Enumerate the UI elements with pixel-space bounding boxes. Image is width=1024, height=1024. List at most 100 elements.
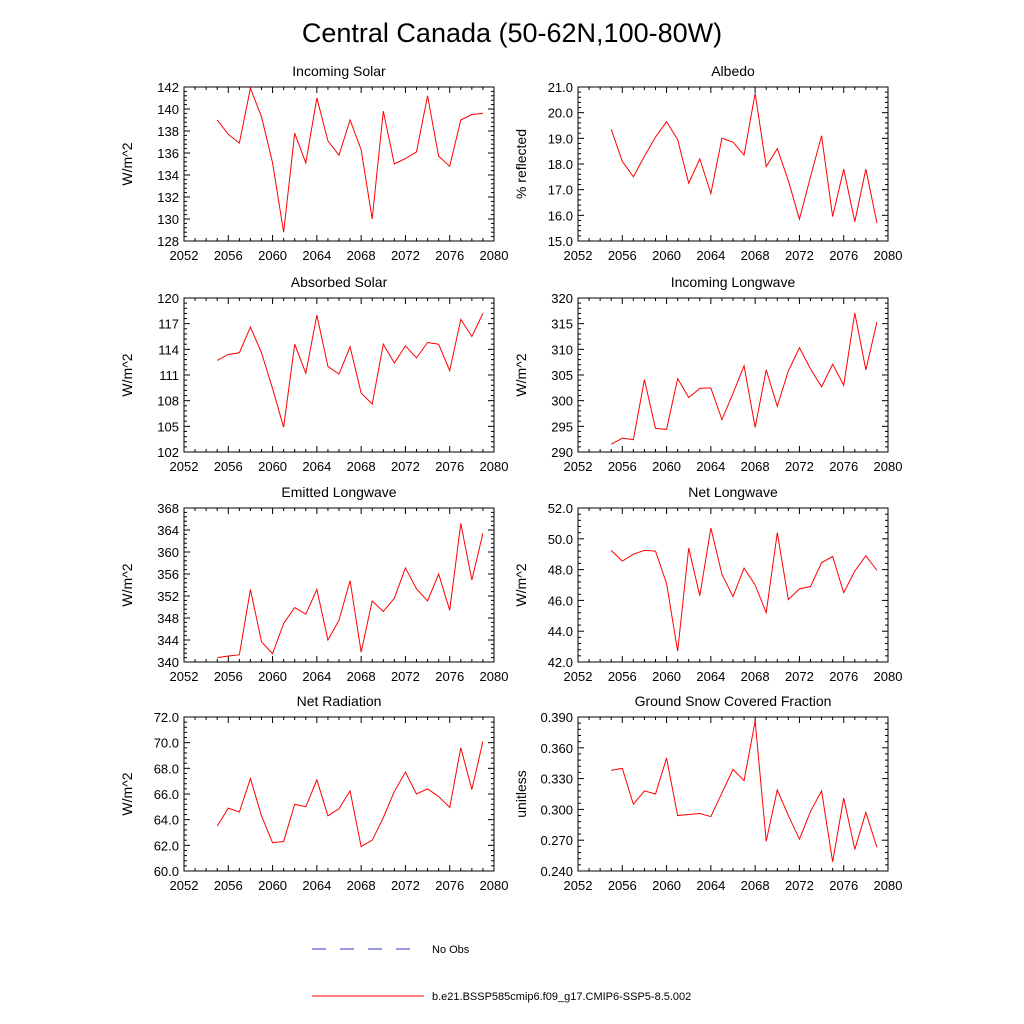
x-tick-label: 2052	[170, 878, 199, 893]
y-tick-label: 15.0	[548, 234, 573, 249]
x-tick-label: 2060	[652, 459, 681, 474]
y-tick-label: 134	[157, 168, 179, 183]
y-tick-label: 102	[157, 445, 179, 460]
y-tick-label: 50.0	[548, 532, 573, 547]
legend-label-model: b.e21.BSSP585cmip6.f09_g17.CMIP6-SSP5-8.…	[432, 991, 691, 1003]
y-tick-label: 0.390	[540, 710, 573, 725]
y-tick-label: 120	[157, 291, 179, 306]
x-tick-label: 2056	[214, 459, 243, 474]
y-tick-label: 290	[551, 445, 573, 460]
x-tick-label: 2076	[435, 459, 464, 474]
panel-title: Albedo	[711, 63, 755, 79]
y-tick-label: 0.270	[540, 833, 573, 848]
panel-ground-snow-covered-fraction: Ground Snow Covered Fraction unitless 2052…	[513, 693, 902, 893]
x-tick-label: 2052	[564, 669, 593, 684]
x-tick-label: 2060	[652, 248, 681, 263]
series-line	[610, 312, 878, 445]
x-tick-label: 2080	[480, 669, 509, 684]
x-tick-label: 2052	[564, 878, 593, 893]
panel-title: Incoming Solar	[292, 63, 386, 79]
panel-title: Emitted Longwave	[281, 484, 396, 500]
x-tick-label: 2056	[608, 248, 637, 263]
y-tick-label: 117	[158, 317, 179, 332]
panel-title: Net Longwave	[688, 484, 778, 500]
legend-label-no-obs: No Obs	[432, 944, 470, 956]
x-tick-label: 2060	[652, 669, 681, 684]
y-tick-label: 130	[157, 212, 179, 227]
plot-frame	[577, 297, 889, 453]
y-tick-label: 16.0	[548, 208, 573, 223]
y-axis-label: W/m^2	[513, 563, 529, 606]
y-tick-label: 142	[157, 80, 179, 95]
x-tick-label: 2060	[652, 878, 681, 893]
y-tick-label: 70.0	[154, 736, 179, 751]
x-tick-label: 2072	[785, 248, 814, 263]
x-tick-label: 2076	[829, 878, 858, 893]
series-line	[610, 527, 878, 652]
y-tick-label: 0.240	[540, 864, 573, 879]
figure-title: Central Canada (50-62N,100-80W)	[302, 18, 722, 48]
y-tick-label: 0.300	[540, 802, 573, 817]
y-tick-label: 60.0	[154, 864, 179, 879]
plot-frame	[183, 507, 495, 663]
x-tick-label: 2064	[696, 459, 725, 474]
series-line	[611, 721, 878, 862]
y-tick-label: 111	[159, 368, 179, 383]
x-tick-label: 2064	[696, 669, 725, 684]
x-tick-label: 2072	[785, 669, 814, 684]
y-axis-label: W/m^2	[119, 563, 135, 606]
y-tick-label: 46.0	[548, 593, 573, 608]
x-tick-label: 2052	[170, 248, 199, 263]
x-tick-label: 2076	[829, 459, 858, 474]
x-tick-label: 2056	[214, 248, 243, 263]
y-tick-label: 44.0	[548, 624, 573, 639]
x-tick-label: 2068	[347, 878, 376, 893]
y-tick-label: 352	[157, 589, 179, 604]
y-tick-label: 62.0	[154, 838, 179, 853]
x-tick-label: 2056	[608, 669, 637, 684]
x-tick-label: 2068	[741, 669, 770, 684]
x-tick-label: 2052	[564, 248, 593, 263]
plot-frame	[577, 716, 889, 872]
y-axis-label: unitless	[513, 770, 529, 817]
y-tick-label: 320	[551, 291, 573, 306]
y-tick-label: 19.0	[548, 131, 573, 146]
x-tick-label: 2052	[170, 459, 199, 474]
x-tick-label: 2072	[391, 248, 420, 263]
y-tick-label: 356	[157, 567, 179, 582]
x-tick-label: 2080	[480, 878, 509, 893]
x-tick-label: 2064	[302, 248, 331, 263]
legend: No Obs b.e21.BSSP585cmip6.f09_g17.CMIP6-…	[312, 944, 691, 1003]
plot-frame	[183, 297, 495, 453]
y-axis-label: % reflected	[513, 129, 529, 199]
x-tick-label: 2064	[302, 669, 331, 684]
x-tick-label: 2076	[435, 248, 464, 263]
x-tick-label: 2080	[874, 878, 903, 893]
x-tick-label: 2064	[696, 878, 725, 893]
x-tick-label: 2060	[258, 459, 287, 474]
x-tick-label: 2052	[564, 459, 593, 474]
x-tick-label: 2068	[741, 878, 770, 893]
x-tick-label: 2068	[347, 459, 376, 474]
y-axis-label: W/m^2	[119, 142, 135, 185]
y-tick-label: 114	[158, 342, 179, 357]
x-tick-label: 2064	[302, 878, 331, 893]
y-tick-label: 108	[157, 394, 179, 409]
y-tick-label: 348	[157, 611, 179, 626]
x-tick-label: 2080	[874, 459, 903, 474]
x-tick-label: 2060	[258, 669, 287, 684]
y-tick-label: 364	[157, 523, 179, 538]
series-line	[216, 741, 484, 848]
x-tick-label: 2056	[608, 459, 637, 474]
y-tick-label: 18.0	[548, 157, 573, 172]
x-tick-label: 2064	[696, 248, 725, 263]
y-tick-label: 64.0	[154, 813, 179, 828]
x-tick-label: 2056	[214, 878, 243, 893]
panel-title: Incoming Longwave	[671, 274, 796, 290]
y-tick-label: 52.0	[548, 501, 573, 516]
series-line	[216, 86, 483, 233]
y-tick-label: 66.0	[154, 787, 179, 802]
x-tick-label: 2076	[435, 878, 464, 893]
x-tick-label: 2080	[480, 459, 509, 474]
